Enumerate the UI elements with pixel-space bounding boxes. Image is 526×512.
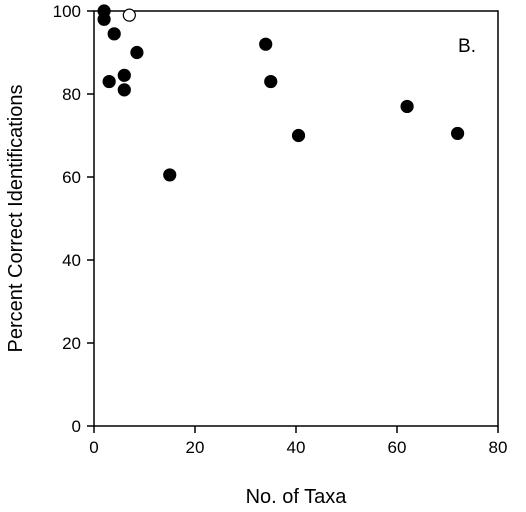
panel-label: B. bbox=[458, 36, 476, 57]
y-axis-ticks: 0 20 40 60 80 100 bbox=[53, 2, 94, 436]
filled-data-point bbox=[291, 128, 306, 143]
filled-data-point bbox=[264, 74, 278, 89]
x-axis-ticks: 0 20 40 60 80 bbox=[89, 426, 507, 457]
data-points bbox=[97, 4, 465, 182]
filled-data-point bbox=[163, 168, 177, 182]
y-tick-label: 20 bbox=[62, 334, 81, 353]
filled-data-point bbox=[259, 37, 273, 51]
filled-data-point bbox=[117, 68, 131, 82]
filled-data-point bbox=[400, 99, 414, 114]
filled-data-point bbox=[451, 126, 465, 141]
y-tick-label: 40 bbox=[62, 251, 81, 270]
filled-data-point bbox=[107, 27, 121, 41]
y-tick-label: 80 bbox=[62, 85, 81, 104]
filled-data-point bbox=[97, 12, 111, 26]
filled-data-point bbox=[130, 45, 144, 60]
y-tick-label: 60 bbox=[62, 168, 81, 187]
y-tick-label: 100 bbox=[53, 2, 81, 21]
plot-frame bbox=[93, 10, 499, 427]
y-tick-label: 0 bbox=[72, 417, 81, 436]
y-axis-title: Percent Correct Identifications bbox=[5, 85, 27, 353]
plot-area bbox=[93, 10, 499, 427]
x-tick-label: 20 bbox=[186, 438, 205, 457]
x-tick-label: 60 bbox=[388, 438, 407, 457]
x-tick-label: 80 bbox=[489, 438, 508, 457]
x-axis-title: No. of Taxa bbox=[246, 486, 348, 508]
x-tick-label: 0 bbox=[89, 438, 98, 457]
x-tick-label: 40 bbox=[287, 438, 306, 457]
filled-data-point bbox=[102, 74, 116, 89]
filled-data-point bbox=[117, 83, 131, 97]
open-data-point bbox=[122, 8, 136, 22]
